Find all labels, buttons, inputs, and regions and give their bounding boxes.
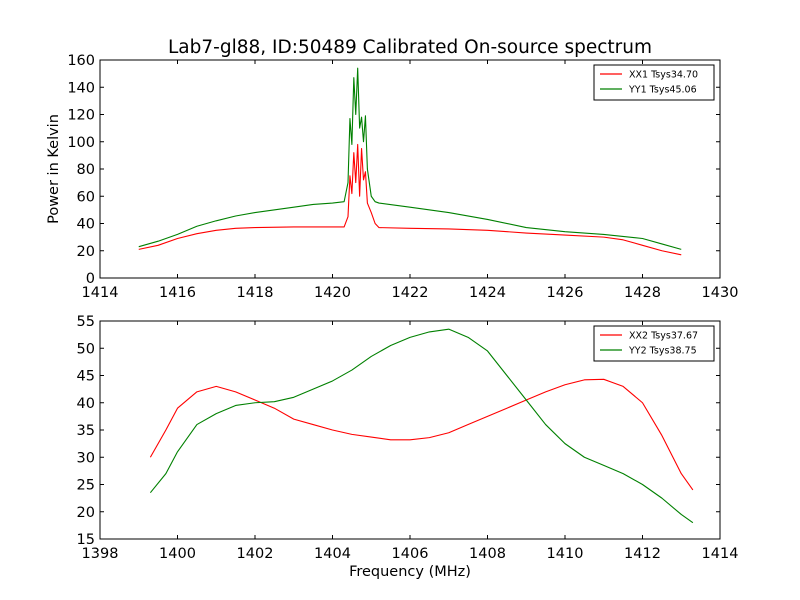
y-tick-label: 100: [67, 135, 95, 151]
y-tick-label: 30: [77, 450, 95, 466]
legend-label: YY1 Tsys45.06: [628, 85, 697, 96]
x-tick-label: 1402: [237, 546, 274, 562]
legend: XX2 Tsys37.67 YY2 Tsys38.75: [593, 325, 715, 362]
series-line-1-1: [138, 143, 682, 256]
y-tick-label: 60: [77, 189, 95, 205]
y-tick-label: 80: [77, 162, 95, 178]
legend-label: XX2 Tsys37.67: [629, 331, 698, 342]
y-tick-label: 40: [77, 217, 95, 233]
y-tick-label: 160: [67, 53, 95, 69]
y-tick-label: 140: [67, 80, 95, 96]
y-tick-label: 35: [77, 423, 95, 439]
x-tick-label: 1412: [624, 546, 661, 562]
legend-box: [593, 325, 715, 362]
series-line-2-2: [149, 328, 694, 524]
series-line-2-1: [149, 378, 694, 491]
x-tick-label: 1406: [392, 546, 429, 562]
x-tick-label: 1414: [702, 546, 739, 562]
y-tick-label: 20: [77, 244, 95, 260]
x-tick-label: 1418: [237, 285, 274, 301]
x-tick-label: 1430: [702, 285, 739, 301]
x-tick-label: 1400: [159, 546, 196, 562]
y-tick-label: 50: [77, 341, 95, 357]
x-tick-label: 1414: [82, 285, 119, 301]
x-tick-label: 1398: [82, 546, 119, 562]
y-tick-label: 20: [77, 505, 95, 521]
y-tick-label: 120: [67, 108, 95, 124]
chart-panel-1: 1414 1416 1418 1420 1422 1424 1426 1428 1430 0 20 4…: [46, 53, 738, 301]
x-tick-label: 1428: [624, 285, 661, 301]
y-tick-label: 55: [77, 314, 95, 330]
x-tick-label: 1416: [159, 285, 196, 301]
x-tick-label: 1422: [392, 285, 429, 301]
legend-box: [593, 64, 715, 101]
legend: XX1 Tsys34.70 YY1 Tsys45.06: [593, 64, 715, 101]
x-tick-label: 1426: [547, 285, 584, 301]
x-tick-label: 1424: [469, 285, 506, 301]
series-line-1-2: [138, 67, 682, 250]
x-tick-label: 1420: [314, 285, 351, 301]
x-axis-label: Frequency (MHz): [349, 564, 471, 580]
x-tick-label: 1410: [547, 546, 584, 562]
x-tick-label: 1404: [314, 546, 351, 562]
y-tick-label: 0: [86, 271, 95, 287]
y-tick-label: 25: [77, 478, 95, 494]
chart-panel-2: 1398 1400 1402 1404 1406 1408 1410 1412 1414 15 20…: [77, 314, 739, 580]
y-tick-label: 45: [77, 369, 95, 385]
legend-label: YY2 Tsys38.75: [628, 346, 697, 357]
figure-title: Lab7-gl88, ID:50489 Calibrated On-source…: [168, 37, 652, 58]
y-tick-label: 40: [77, 396, 95, 412]
x-tick-label: 1408: [469, 546, 506, 562]
legend-label: XX1 Tsys34.70: [629, 70, 698, 81]
y-axis-label: Power in Kelvin: [46, 114, 62, 224]
y-tick-label: 15: [77, 532, 95, 548]
